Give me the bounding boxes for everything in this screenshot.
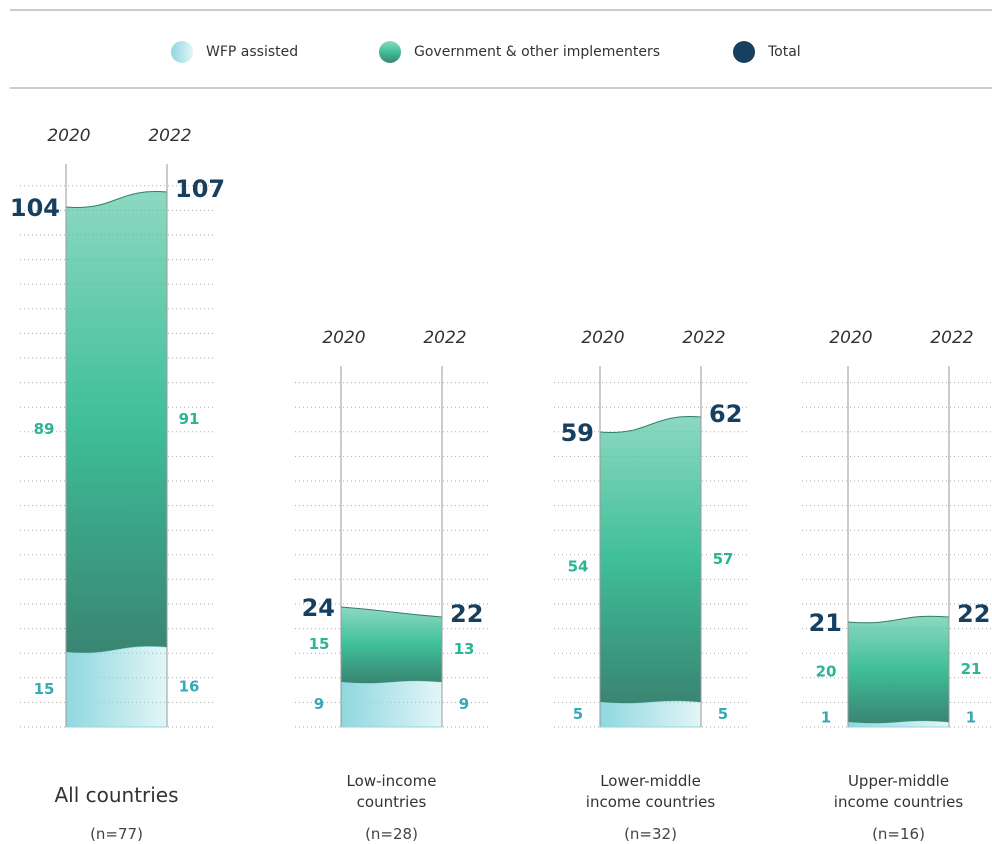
year-label: 2022	[682, 328, 725, 348]
total-label: 22	[450, 600, 483, 628]
year-label: 2020	[829, 328, 872, 348]
total-line	[340, 606, 443, 618]
subtitle-label: (n=16)	[872, 825, 925, 843]
category-label: All countries	[54, 783, 179, 807]
area-government	[848, 616, 949, 724]
year-label: 2020	[322, 328, 365, 348]
wfp-label: 1	[821, 709, 831, 727]
wfp-label: 15	[34, 680, 55, 698]
government-label: 57	[713, 550, 734, 568]
government-label: 21	[961, 660, 982, 678]
total-line	[847, 615, 950, 624]
wfp-label: 5	[573, 705, 583, 723]
year-label: 2022	[423, 328, 466, 348]
subtitle-label: (n=32)	[624, 825, 677, 843]
area-wfp	[599, 700, 702, 728]
government-label: 13	[454, 640, 475, 658]
total-label: 59	[561, 419, 594, 447]
year-label: 2022	[148, 126, 191, 146]
wfp-label: 1	[966, 709, 976, 727]
total-label: 107	[175, 175, 225, 203]
category-label: Low-income countries	[346, 772, 437, 811]
wfp-label: 5	[718, 705, 728, 723]
wfp-label: 9	[459, 695, 469, 713]
legend-swatch	[733, 41, 755, 63]
total-line	[599, 416, 702, 433]
total-label: 62	[709, 400, 742, 428]
year-label: 2020	[47, 126, 90, 146]
year-label: 2022	[930, 328, 973, 348]
legend-swatch	[171, 41, 193, 63]
wfp-label: 9	[314, 695, 324, 713]
total-line	[65, 191, 168, 208]
total-label: 21	[809, 609, 842, 637]
legend-label: Government & other implementers	[414, 44, 660, 60]
total-label: 22	[957, 600, 990, 628]
category-label: Lower-middle income countries	[585, 772, 716, 811]
legend-label: Total	[767, 44, 801, 60]
legend-swatch	[379, 41, 401, 63]
legend-label: WFP assisted	[206, 44, 298, 60]
year-label: 2020	[581, 328, 624, 348]
government-label: 91	[179, 410, 200, 428]
area-government	[341, 607, 442, 684]
total-label: 24	[302, 594, 335, 622]
government-label: 89	[34, 420, 55, 438]
government-label: 15	[309, 635, 330, 653]
subtitle-label: (n=28)	[365, 825, 418, 843]
government-label: 54	[568, 558, 589, 576]
area-government	[600, 416, 701, 704]
subtitle-label: (n=77)	[90, 825, 143, 843]
area-government	[66, 191, 167, 653]
area-wfp	[65, 645, 168, 728]
area-wfp	[340, 680, 443, 728]
government-label: 20	[816, 663, 837, 681]
wfp-label: 16	[179, 678, 200, 696]
category-label: Upper-middle income countries	[833, 772, 964, 811]
total-label: 104	[10, 194, 60, 222]
